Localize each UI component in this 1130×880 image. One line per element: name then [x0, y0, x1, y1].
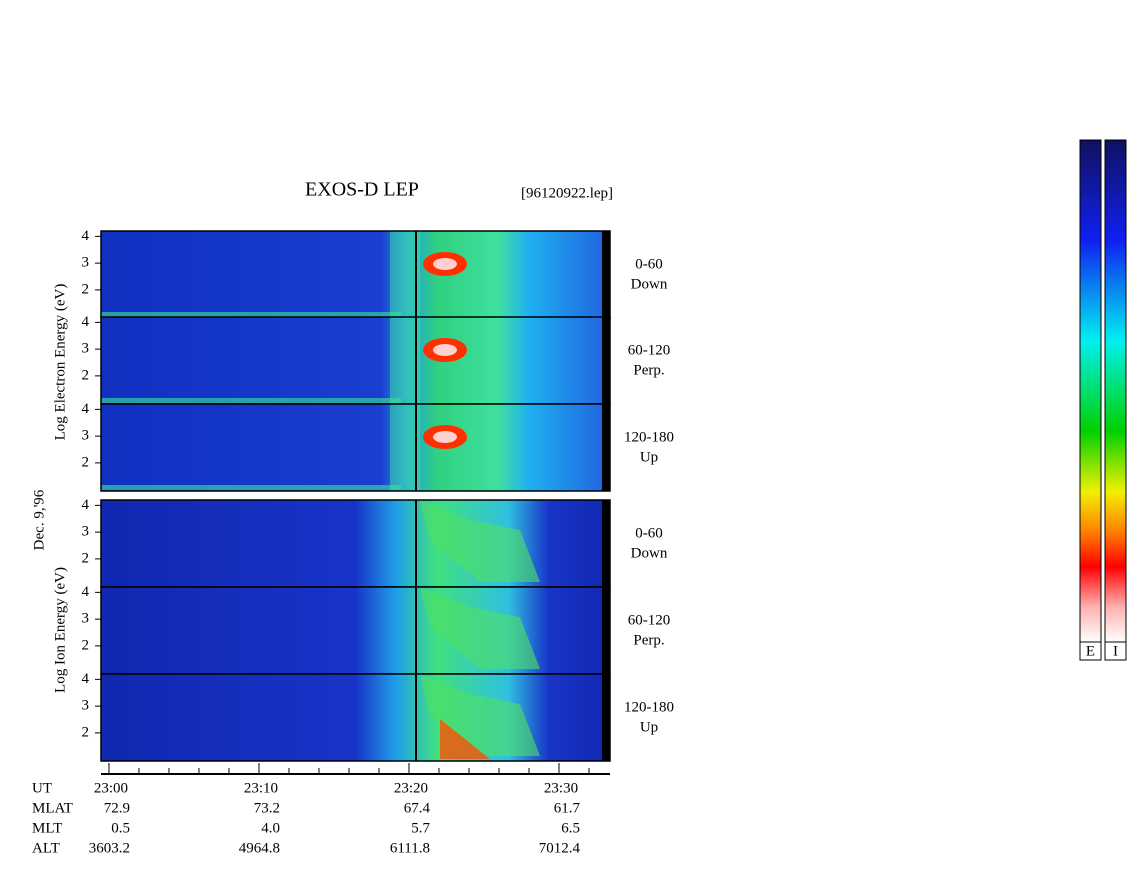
y-tick-label: 2: [82, 550, 90, 566]
direction: Down: [631, 545, 668, 561]
ion-hot: [440, 719, 490, 759]
ion-feature: [420, 500, 540, 582]
pitch-angle: 120-180: [624, 699, 674, 715]
y-tick-label: 4: [82, 228, 90, 244]
direction: Down: [631, 276, 668, 292]
y-tick-label: 3: [82, 698, 90, 714]
pitch-angle: 120-180: [624, 429, 674, 445]
spectrogram: [101, 404, 610, 491]
y-tick-label: 3: [82, 428, 90, 444]
spectrogram: [101, 231, 610, 318]
ephemeris-value: 6111.8: [390, 840, 430, 856]
ephemeris-value: 73.2: [254, 800, 280, 816]
date: Dec. 9,'96: [31, 489, 47, 550]
y-tick-label: 4: [82, 401, 90, 417]
y-tick-label: 3: [82, 255, 90, 271]
x-tick-label: 23:10: [244, 780, 278, 796]
row-label: UT: [32, 780, 52, 796]
ephemeris-value: 5.7: [411, 820, 430, 836]
low-energy-band: [101, 398, 401, 403]
pitch-angle: 60-120: [628, 342, 671, 358]
low-energy-band: [101, 312, 401, 317]
colorbar-label: I: [1113, 643, 1118, 659]
ephemeris-value: 4.0: [261, 820, 280, 836]
y-tick-label: 4: [82, 671, 90, 687]
hot-spot-core: [433, 258, 457, 270]
y-tick-label: 2: [82, 724, 90, 740]
row-label: MLT: [32, 820, 62, 836]
y-tick-label: 3: [82, 611, 90, 627]
file-name: [96120922.lep]: [521, 185, 613, 201]
ephemeris-value: 7012.4: [539, 840, 581, 856]
ephemeris-value: 4964.8: [239, 840, 280, 856]
data-gap: [602, 587, 610, 674]
low-energy-band: [101, 485, 401, 490]
x-tick-label: 23:00: [94, 780, 128, 796]
y-tick-label: 3: [82, 341, 90, 357]
x-tick-label: 23:30: [544, 780, 578, 796]
data-gap: [602, 500, 610, 587]
pitch-angle: 0-60: [635, 256, 663, 272]
hot-spot-core: [433, 344, 457, 356]
direction: Up: [640, 449, 658, 465]
data-gap: [602, 674, 610, 761]
ephemeris-value: 0.5: [111, 820, 130, 836]
ion-feature: [420, 674, 540, 756]
y-axis-label: Log Ion Energy (eV): [52, 567, 68, 693]
y-axis-label: Log Electron Energy (eV): [52, 284, 68, 441]
y-tick-label: 4: [82, 314, 90, 330]
pitch-angle: 0-60: [635, 525, 663, 541]
y-tick-label: 2: [82, 281, 90, 297]
row-label: MLAT: [32, 800, 73, 816]
ephemeris-value: 67.4: [404, 800, 431, 816]
colorbar-label: E: [1086, 643, 1095, 659]
direction: Perp.: [633, 632, 664, 648]
panel-frame: [100, 673, 611, 762]
data-gap: [602, 317, 610, 404]
row-label: ALT: [32, 840, 60, 856]
data-gap: [602, 404, 610, 491]
y-tick-label: 2: [82, 367, 90, 383]
ephemeris-value: 61.7: [554, 800, 581, 816]
ephemeris-value: 6.5: [561, 820, 580, 836]
y-tick-label: 2: [82, 637, 90, 653]
x-tick-label: 23:20: [394, 780, 428, 796]
y-tick-label: 4: [82, 497, 90, 513]
direction: Up: [640, 719, 658, 735]
colorbar-label-box: [1079, 641, 1102, 661]
ion-feature: [420, 587, 540, 669]
colorbar: [1104, 139, 1127, 643]
hot-spot-core: [433, 431, 457, 443]
title: EXOS-D LEP: [305, 179, 419, 201]
data-gap: [602, 231, 610, 318]
pitch-angle: 60-120: [628, 612, 671, 628]
colorbar: [1079, 139, 1102, 643]
direction: Perp.: [633, 362, 664, 378]
y-tick-label: 2: [82, 454, 90, 470]
spectrogram: [101, 317, 610, 404]
ephemeris-value: 72.9: [104, 800, 130, 816]
colorbar-label-box: [1104, 641, 1127, 661]
y-tick-label: 3: [82, 524, 90, 540]
panel-frame: [100, 403, 611, 492]
ephemeris-value: 3603.2: [89, 840, 130, 856]
y-tick-label: 4: [82, 584, 90, 600]
